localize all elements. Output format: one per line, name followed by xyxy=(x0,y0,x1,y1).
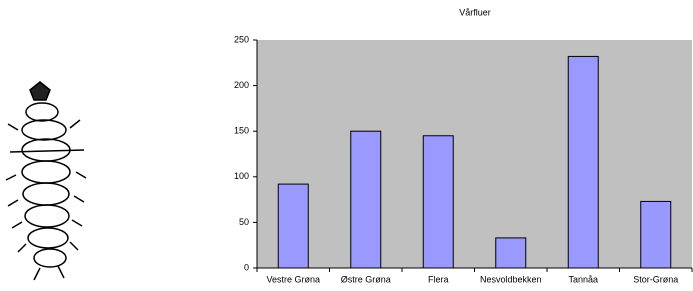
plot-area xyxy=(257,40,692,268)
bar xyxy=(641,201,671,268)
x-tick-label: Flera xyxy=(428,274,449,284)
bar xyxy=(278,184,308,268)
x-tick-label: Østre Grøna xyxy=(341,274,391,284)
y-tick-label: 0 xyxy=(244,262,249,272)
y-tick-label: 50 xyxy=(239,217,249,227)
x-tick-label: Tannåa xyxy=(568,274,598,284)
bar xyxy=(351,131,381,268)
bar xyxy=(423,136,453,268)
y-tick-label: 250 xyxy=(234,34,249,44)
page: Vårfluer 0 50 100 150 200 250 Vestre Grøna Østr… xyxy=(0,0,693,291)
y-tick-label: 100 xyxy=(234,171,249,181)
x-tick-label: Nesvoldbekken xyxy=(480,274,542,284)
larva-illustration xyxy=(6,82,86,280)
bar xyxy=(496,238,526,268)
x-tick-label: Stor-Grøna xyxy=(633,274,678,284)
chart-title: Vårfluer xyxy=(459,7,491,17)
y-tick-label: 200 xyxy=(234,80,249,90)
y-tick-label: 150 xyxy=(234,126,249,136)
bar xyxy=(568,56,598,268)
x-tick-label: Vestre Grøna xyxy=(266,274,320,284)
